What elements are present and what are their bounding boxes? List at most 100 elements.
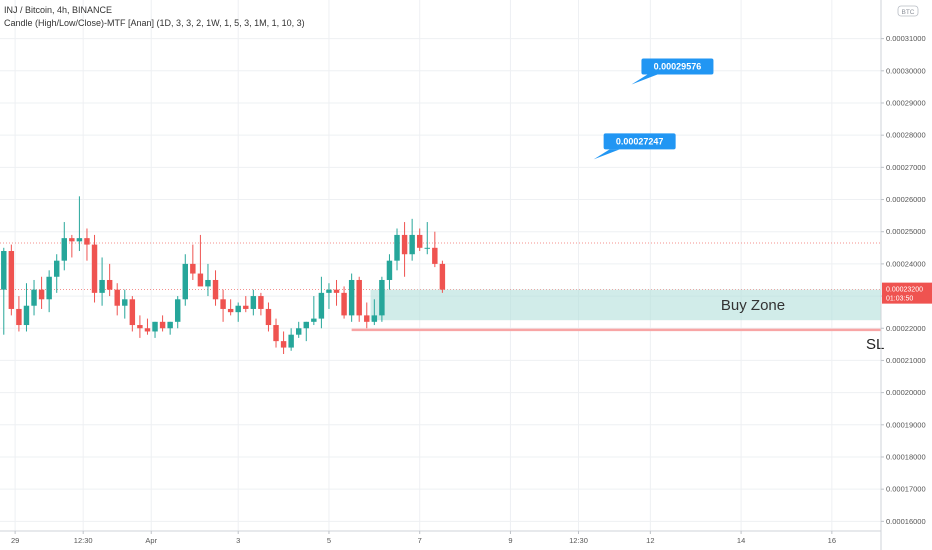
y-tick-label: 0.00022000 [886, 324, 926, 333]
candle-body [243, 305, 249, 309]
candle-body [53, 260, 60, 277]
candle-body [76, 238, 83, 242]
x-tick-label: 29 [11, 536, 19, 545]
candle-body [38, 289, 45, 300]
candle-body [84, 238, 90, 245]
candle-body [174, 299, 181, 322]
candle-body [106, 279, 113, 290]
candle-body [99, 279, 105, 293]
y-tick-label: 0.00018000 [886, 452, 926, 461]
x-tick-label: 9 [508, 536, 512, 545]
candle-body [31, 289, 37, 306]
target-callouts: 0.00029576 0.00027247 [593, 58, 714, 160]
candle-body [318, 292, 325, 319]
y-tick-label: 0.00016000 [886, 517, 926, 526]
candle-body [46, 276, 52, 300]
y-tick-label: 0.00029000 [886, 98, 926, 107]
candle-body [439, 263, 446, 290]
candle-body [144, 328, 151, 332]
candle-body [235, 305, 241, 313]
x-tick-label: 12:30 [74, 536, 93, 545]
x-tick-label: Apr [145, 536, 157, 545]
target-callout [641, 58, 714, 75]
y-tick-label: 0.00028000 [886, 131, 926, 140]
target-callout-label: 0.00027247 [616, 136, 664, 146]
x-tick-label: 12 [646, 536, 654, 545]
indicator-legend[interactable]: Candle (High/Low/Close)-MTF [Anan] (1D, … [4, 18, 305, 28]
candle-body [23, 305, 30, 326]
buy-zone [370, 289, 881, 321]
candle-body [326, 289, 332, 293]
candles [1, 196, 446, 354]
currency-badge: BTC [897, 5, 919, 17]
y-tick-label: 0.00024000 [886, 259, 926, 268]
x-tick-label: 16 [828, 536, 836, 545]
y-tick-label: 0.00017000 [886, 485, 926, 494]
y-tick-label: 0.00025000 [886, 227, 926, 236]
candle-body [432, 247, 438, 264]
candle-body [152, 321, 158, 332]
candle-body [416, 234, 423, 248]
candle-body [364, 315, 370, 322]
candle-body [114, 289, 120, 306]
candle-body [137, 325, 143, 329]
x-axis[interactable]: 29 12:30 Apr 3 5 7 9 12:30 12 14 16 [11, 531, 836, 545]
candle-body [409, 234, 415, 255]
target-callout [603, 133, 676, 150]
candle-body [69, 238, 75, 242]
candle-body [205, 279, 211, 287]
last-price-countdown: 01:03:50 [886, 296, 913, 303]
candle-body [333, 289, 340, 293]
symbol-title: INJ / Bitcoin, 4h, BINANCE [4, 5, 113, 15]
candle-body [424, 247, 430, 249]
candle-body [303, 321, 309, 329]
candle-body [371, 315, 378, 322]
last-price-tag [882, 282, 932, 304]
candle-body [8, 251, 15, 309]
candle-body [265, 308, 272, 326]
currency-badge-label: BTC [902, 9, 915, 16]
x-tick-label: 12:30 [569, 536, 588, 545]
y-axis[interactable]: 0.00031000 0.00030000 0.00029000 0.00028000… [881, 34, 932, 526]
candle-body [212, 279, 219, 300]
grid [0, 0, 881, 531]
candle-body [356, 279, 362, 316]
last-price-label: 0.00023200 [886, 287, 923, 294]
candle-body [190, 263, 196, 274]
x-tick-label: 5 [327, 536, 331, 545]
candle-body [258, 296, 264, 309]
candle-body [386, 260, 393, 280]
x-tick-label: 3 [236, 536, 240, 545]
candle-body [16, 308, 22, 326]
candle-body [401, 234, 408, 255]
x-tick-label: 14 [737, 536, 745, 545]
candle-body [220, 299, 226, 309]
y-tick-label: 0.00019000 [886, 420, 926, 429]
candle-body [280, 341, 287, 348]
candle-body [311, 318, 317, 322]
y-tick-label: 0.00026000 [886, 195, 926, 204]
candle-body [288, 334, 294, 348]
candle-body [1, 251, 7, 290]
candle-body [61, 238, 68, 261]
candle-body [182, 263, 188, 300]
y-tick-label: 0.00021000 [886, 356, 926, 365]
candle-body [197, 273, 204, 287]
candle-body [250, 296, 257, 309]
stop-loss-label: SL [866, 336, 884, 353]
candle-body [159, 321, 166, 329]
y-tick-label: 0.00030000 [886, 66, 926, 75]
candle-body [91, 244, 98, 293]
candle-body [227, 308, 234, 313]
candle-body [167, 321, 173, 329]
annotations: Buy Zone SL [0, 242, 884, 353]
candle-body [129, 299, 136, 326]
candle-body [295, 328, 302, 335]
y-tick-label: 0.00020000 [886, 388, 926, 397]
candle-body [273, 325, 279, 342]
y-tick-label: 0.00027000 [886, 163, 926, 172]
buy-zone-label: Buy Zone [721, 297, 785, 314]
x-tick-label: 7 [418, 536, 422, 545]
candle-body [394, 234, 400, 261]
